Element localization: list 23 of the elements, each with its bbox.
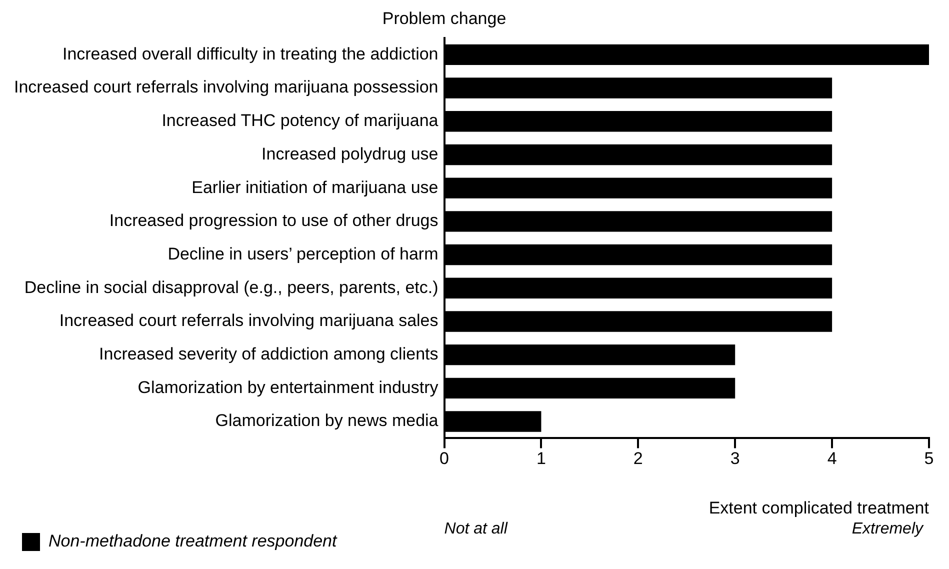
x-tick-label: 4	[827, 449, 837, 468]
y-tick-label: Increased court referrals involving marijuana sales	[59, 311, 438, 330]
x-tick-label: 0	[440, 449, 449, 468]
y-tick-label: Increased court referrals involving marijuana possession	[14, 78, 438, 97]
y-tick-label: Increased progression to use of other drugs	[109, 211, 438, 230]
x-tick-label: 3	[730, 449, 740, 468]
x-tick-label: 1	[536, 449, 546, 468]
text: Not at all	[444, 520, 508, 538]
y-tick-label: Decline in social disapproval (e.g., peers, parents, etc.)	[24, 278, 438, 297]
y-tick-label: Increased THC potency of marijuana	[162, 111, 439, 130]
y-tick-label: Decline in users’ perception of harm	[168, 244, 438, 264]
y-tick-label: Increased overall difficulty in treating the addiction	[62, 44, 438, 64]
y-tick-label: Increased polydrug use	[262, 144, 438, 164]
y-axis-title: Problem change	[382, 9, 506, 28]
y-tick-label: Glamorization by entertainment industry	[138, 378, 439, 397]
text: Extremely	[852, 520, 924, 538]
x-tick-label: 2	[633, 449, 643, 468]
y-tick-label: Glamorization by news media	[215, 411, 439, 430]
x-tick-label: 5	[924, 449, 934, 468]
x-axis-title: Extent complicated treatment	[708, 498, 930, 518]
y-tick-label: Earlier initiation of marijuana use	[192, 178, 438, 197]
legend-label: Non-methadone treatment respondent	[48, 532, 338, 551]
y-tick-label: Increased severity of addiction among clients	[99, 344, 438, 364]
